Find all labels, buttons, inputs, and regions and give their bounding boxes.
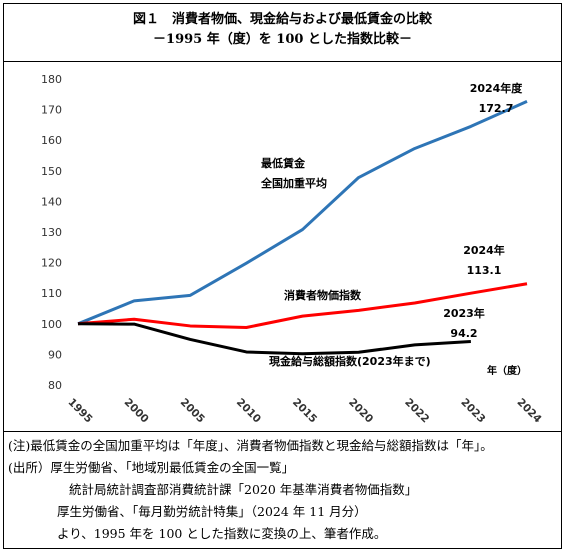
title-box: 図１ 消費者物価、現金給与および最低賃金の比較 －1995 年（度）を 100 … <box>4 4 561 62</box>
data-annotation: 172.7 <box>479 102 514 115</box>
chart-area: 80 90 100 110 120 130 140 150 160 170 180 1995 2000 2… <box>4 61 561 432</box>
y-tick-label: 150 <box>41 165 62 178</box>
y-tick-label: 120 <box>41 257 62 270</box>
x-tick-label: 2005 <box>178 396 207 425</box>
x-tick-label: 2010 <box>234 396 263 425</box>
y-tick-label: 140 <box>41 195 62 208</box>
series-label: 消費者物価指数 <box>284 288 362 302</box>
series-line-0 <box>77 99 528 326</box>
source-line: 厚生労働省、「毎月勤労統計特集」（2024 年 11 月分） <box>57 504 367 519</box>
figure-title: 図１ 消費者物価、現金給与および最低賃金の比較 <box>132 12 432 27</box>
figure-subtitle: －1995 年（度）を 100 とした指数比較－ <box>153 32 412 47</box>
x-axis-unit-label: 年（度） <box>487 364 527 377</box>
y-tick-label: 160 <box>41 134 62 147</box>
data-annotation: 113.1 <box>467 264 502 277</box>
line-chart: 80 90 100 110 120 130 140 150 160 170 180 1995 2000 2… <box>41 73 544 425</box>
y-tick-label: 180 <box>41 73 62 86</box>
series-line-1 <box>77 282 528 329</box>
series-line-2 <box>77 322 471 356</box>
x-tick-label: 2022 <box>402 396 431 425</box>
data-annotation: 94.2 <box>450 327 477 340</box>
y-tick-label: 80 <box>48 379 62 392</box>
x-tick-label: 2015 <box>290 396 319 425</box>
x-tick-label: 2024 <box>515 396 544 425</box>
x-tick-label: 2023 <box>458 396 487 425</box>
x-tick-label: 2000 <box>122 396 151 425</box>
series-label: 現金給与総額指数(2023年まで) <box>269 354 431 368</box>
figure-frame: 図１ 消費者物価、現金給与および最低賃金の比較 －1995 年（度）を 100 … <box>3 3 562 549</box>
source-line: (出所）厚生労働省、「地域別最低賃金の全国一覧」 <box>8 460 295 475</box>
data-annotation: 2023年 <box>443 306 485 320</box>
notes-section: (注)最低賃金の全国加重平均は「年度」、消費者物価指数と現金給与総額指数は「年」… <box>4 432 561 548</box>
series-label: 最低賃金 <box>261 156 306 170</box>
source-line: 統計局統計調査部消費統計課「2020 年基準消費者物価指数」 <box>69 482 418 497</box>
y-tick-label: 90 <box>48 348 62 361</box>
y-tick-label: 110 <box>41 287 62 300</box>
data-annotation: 2024年度 <box>470 81 524 95</box>
data-annotation: 2024年 <box>463 243 505 257</box>
y-tick-label: 170 <box>41 104 62 117</box>
x-tick-label: 2020 <box>346 396 375 425</box>
y-tick-label: 100 <box>41 318 62 331</box>
note-line: (注)最低賃金の全国加重平均は「年度」、消費者物価指数と現金給与総額指数は「年」… <box>8 438 493 453</box>
x-tick-label: 1995 <box>66 396 95 425</box>
y-tick-label: 130 <box>41 226 62 239</box>
source-line: より、1995 年を 100 とした指数に変換の上、筆者作成。 <box>57 526 387 541</box>
series-label: 全国加重平均 <box>260 176 327 190</box>
